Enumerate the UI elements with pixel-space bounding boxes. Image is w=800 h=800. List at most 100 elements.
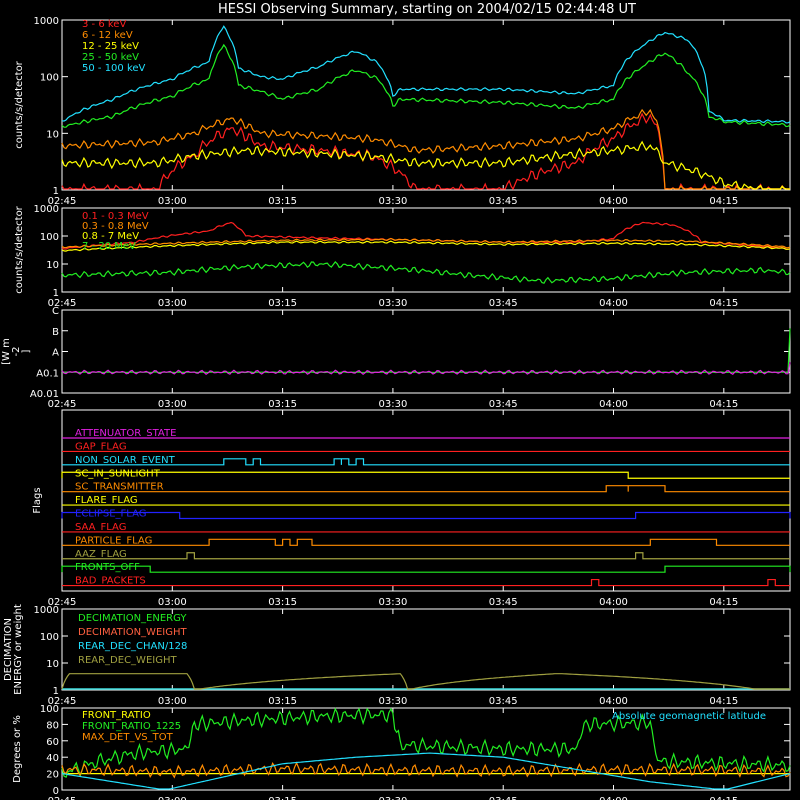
- panel-6-xtick-label: 03:15: [268, 796, 297, 800]
- panel-2-xtick-label: 03:00: [158, 298, 187, 309]
- panel-1-ytick-label: 1000: [34, 16, 59, 27]
- panel-1-legend-entry: 50 - 100 keV: [82, 63, 146, 74]
- panel-6-legend-entry: FRONT_RATIO: [82, 710, 151, 721]
- panel-6-ytick-label: 80: [46, 720, 59, 731]
- panel-2-xtick-label: 04:00: [599, 298, 628, 309]
- panel-2-ytick-label: 10: [46, 260, 59, 271]
- panel-2-ytick-label: 1000: [34, 204, 59, 215]
- flag-label-particle-flag: PARTICLE_FLAG: [75, 535, 152, 546]
- chart-title: HESSI Observing Summary, starting on 200…: [218, 2, 636, 17]
- panel-3-ylabel: -2: [11, 347, 22, 357]
- panel-5-ytick-label: 1: [53, 686, 59, 697]
- panel-3-ytick-label: A: [52, 348, 59, 359]
- panel-6-ytick-label: 20: [46, 770, 59, 781]
- flag-label-flare-flag: FLARE_FLAG: [75, 495, 138, 506]
- panel-3-series-1-line: [61, 328, 791, 374]
- panel-1-frame: [61, 19, 791, 191]
- panel-3-ytick-label: A0.01: [30, 389, 59, 400]
- panel-5-legend-entry: DECIMATION_WEIGHT: [78, 627, 187, 638]
- flag-label-saa-flag: SAA_FLAG: [75, 522, 126, 533]
- panel-4-frame: [61, 409, 791, 592]
- panel-1-ylabel: counts/s/detector: [14, 60, 25, 148]
- panel-3-xtick-label: 03:30: [378, 399, 407, 410]
- panel-3-xtick-label: 04:00: [599, 399, 628, 410]
- flag-label-eclipse-flag: ECLIPSE_FLAG: [75, 509, 146, 520]
- panel-4-xtick-label: 03:15: [268, 597, 297, 608]
- panel-3-ytick-label: C: [52, 306, 59, 317]
- panel-3-xtick-label: 03:45: [489, 399, 518, 410]
- panel-3-xtick-label: 03:15: [268, 399, 297, 410]
- panel-3-ytick-label: A0.1: [36, 368, 59, 379]
- panel-1-xtick-label: 04:15: [709, 196, 738, 207]
- panel-3-ylabel: GOES-12: [0, 329, 2, 374]
- panel-1-series-1-line: [61, 112, 790, 191]
- panel-2-legend-entry: 0.8 - 7 MeV: [82, 231, 139, 242]
- panel-5-ytick-label: 1000: [34, 605, 59, 616]
- flag-line-eclipse-flag: [61, 511, 791, 520]
- panel-5-xtick-label: 03:45: [489, 696, 518, 707]
- flag-label-gap-flag: GAP_FLAG: [75, 441, 127, 452]
- flag-label-non-solar-event: NON_SOLAR_EVENT: [75, 455, 176, 466]
- panel-2-series-2-line: [61, 237, 791, 249]
- flag-label-fronts-off: FRONTS_OFF: [75, 562, 140, 573]
- panel-6-legend-entry: MAX_DET_VS_TOT: [82, 732, 174, 743]
- panel-5-frame: [61, 608, 791, 691]
- panel-4-xtick-label: 03:00: [158, 597, 187, 608]
- panel-2-frame: [61, 207, 791, 293]
- panel-5-xtick-label: 03:00: [158, 696, 187, 707]
- panel-4-xtick-label: 04:00: [599, 597, 628, 608]
- panel-1-legend-entry: 6 - 12 keV: [82, 30, 133, 41]
- panel-1-series-4-line: [61, 43, 791, 128]
- panel-6-xtick-label: 03:00: [158, 796, 187, 800]
- panel-2-ylabel: counts/s/detector: [14, 205, 25, 293]
- flag-label-aaz-flag: AAZ_FLAG: [75, 549, 127, 560]
- panel-1-series-5-line: [61, 25, 791, 124]
- panel-1-xtick-label: 03:30: [378, 196, 407, 207]
- panel-6-xtick-label: 02:45: [48, 796, 77, 800]
- panel-3-ylabel: [W m: [1, 338, 12, 365]
- panel-6-series-3-line: [61, 761, 791, 779]
- panel-2-ytick-label: 1: [53, 288, 59, 299]
- flag-label-attenuator-state: ATTENUATOR_STATE: [75, 428, 176, 439]
- panel-6-ytick-label: 100: [40, 704, 59, 715]
- panel-5-xtick-label: 04:15: [709, 696, 738, 707]
- panel-1-xtick-label: 03:00: [158, 196, 187, 207]
- panel-2-legend-entry: 0.1 - 0.3 MeV: [82, 211, 149, 222]
- panel-3-frame: [61, 309, 791, 394]
- panel-5-ytick-label: 10: [46, 659, 59, 670]
- panel-5-ylabel: DECIMATION: [3, 618, 14, 681]
- panel-3-series-2-line: [61, 362, 791, 375]
- panel-1-ytick-label: 1: [53, 186, 59, 197]
- panel-6-legend-entry: FRONT_RATIO_1225: [82, 721, 181, 732]
- flag-label-sc-transmitter: SC_TRANSMITTER: [75, 482, 164, 493]
- panel-6-ytick-label: 60: [46, 737, 59, 748]
- panel-1-legend-entry: 3 - 6 keV: [82, 19, 126, 30]
- panel-1-ytick-label: 10: [46, 129, 59, 140]
- panel-2-xtick-label: 02:45: [48, 298, 77, 309]
- panel-3-xtick-label: 03:00: [158, 399, 187, 410]
- panel-4-xtick-label: 03:45: [489, 597, 518, 608]
- panel-1-series-3-line: [61, 140, 790, 190]
- panel-6-xtick-label: 04:15: [709, 796, 738, 800]
- panel-1-legend-entry: 12 - 25 keV: [82, 41, 139, 52]
- panel-2-xtick-label: 04:15: [709, 298, 738, 309]
- panel-1-xtick-label: 03:45: [489, 196, 518, 207]
- panel-1-ytick-label: 100: [40, 73, 59, 84]
- panel-6-annotation: Absolute geomagnetic latitude: [612, 711, 766, 722]
- panel-2-xtick-label: 03:30: [378, 298, 407, 309]
- panel-5-xtick-label: 03:30: [378, 696, 407, 707]
- panel-6-frame: [61, 707, 791, 791]
- panel-1-xtick-label: 02:45: [48, 196, 77, 207]
- panel-5-series-4-line: [61, 673, 790, 690]
- panel-1-legend-entry: 25 - 50 keV: [82, 52, 139, 63]
- panel-1-series-2-line: [61, 108, 790, 190]
- flag-line-fronts-off: [61, 565, 791, 573]
- panel-5-legend-entry: DECIMATION_ENERGY: [78, 613, 187, 624]
- flag-label-sc-in-sunlight: SC_IN_SUNLIGHT: [75, 468, 161, 479]
- panel-6-series-4-line: [61, 752, 791, 790]
- panel-4-xtick-label: 03:30: [378, 597, 407, 608]
- panel-5-xtick-label: 03:15: [268, 696, 297, 707]
- panel-2-legend-entry: 7 - 20 MeV: [82, 241, 136, 252]
